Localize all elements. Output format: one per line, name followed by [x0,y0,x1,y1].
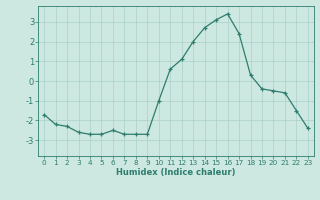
X-axis label: Humidex (Indice chaleur): Humidex (Indice chaleur) [116,168,236,177]
